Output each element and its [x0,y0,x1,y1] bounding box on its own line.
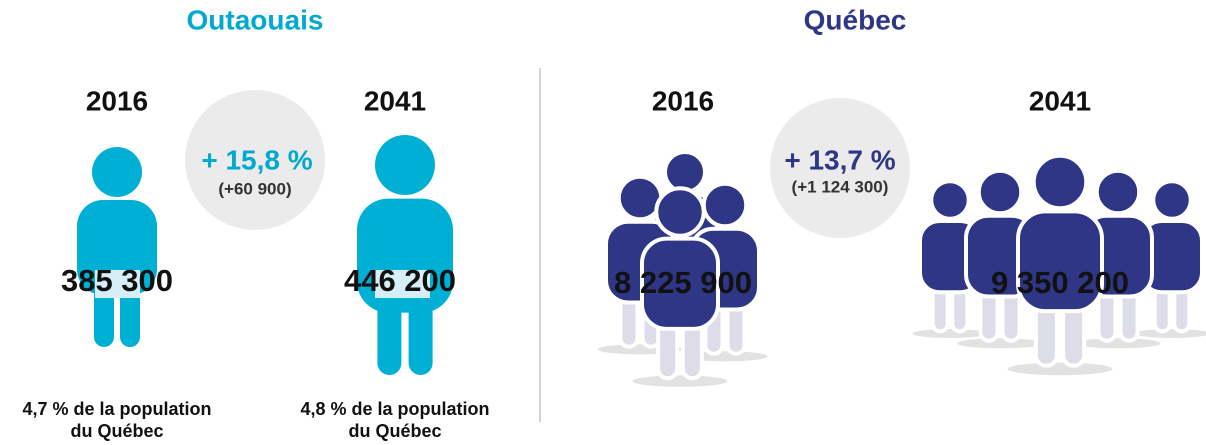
shadow [1134,329,1206,338]
panel-title: Outaouais [187,4,324,35]
year: 2041 [1029,85,1091,116]
head [701,181,749,229]
share-line: 4,8 % de la population [300,399,489,419]
share-line: 4,7 % de la population [22,399,211,419]
head [92,147,142,197]
population: 8 225 900 [614,265,752,300]
person [77,147,157,347]
panel-title: Québec [804,4,907,35]
label-highlight [95,270,140,298]
growth-circle [185,90,325,230]
head [375,135,435,195]
body [640,236,720,331]
share-line: du Québec [70,421,163,441]
shadow [912,329,988,338]
shadow [957,338,1043,349]
growth-absolute: (+1 124 300) [792,177,889,196]
head [976,168,1024,216]
population: 446 200 [344,263,456,298]
labels: Outaouais Québec 2016 2041 2016 2041 + 1… [22,4,1128,440]
person [1007,153,1113,376]
growth-circle [770,98,910,238]
head [1031,153,1089,211]
shadow [632,375,728,387]
body [1016,209,1104,314]
head [1151,179,1193,221]
growth-percent: + 15,8 % [201,144,312,175]
person [632,186,728,387]
shadow [1075,338,1161,349]
year: 2016 [86,85,148,116]
person [1134,179,1206,338]
year: 2016 [652,85,714,116]
head [663,150,707,194]
shadow [1007,362,1113,376]
illustrations [185,68,910,422]
people [77,135,1206,387]
growth-percent: + 13,7 % [784,144,895,175]
year: 2041 [364,85,426,116]
population: 9 350 200 [991,265,1129,300]
share-line: du Québec [348,421,441,441]
population: 385 300 [61,263,173,298]
growth-absolute: (+60 900) [218,179,291,198]
person [357,135,453,375]
label-highlight [375,270,430,298]
head [654,186,706,238]
head [1094,168,1142,216]
head [929,179,971,221]
